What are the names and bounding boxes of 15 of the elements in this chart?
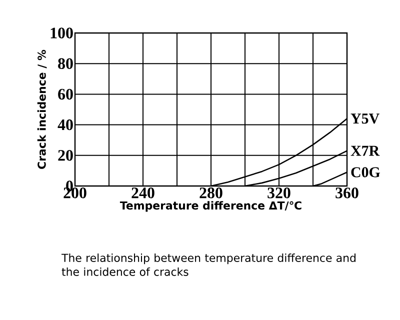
series-label: X7R: [350, 146, 380, 156]
x-tick-label: 240: [132, 188, 154, 198]
x-tick-label: 280: [200, 188, 222, 198]
x-tick-label: 360: [336, 188, 358, 198]
y-tick-label: 20: [58, 150, 73, 161]
y-axis-title: Crack incidence / %: [37, 50, 47, 169]
y-tick-label: 40: [58, 119, 73, 130]
text: The relationship between temperature difference and the incidence of cracks: [61, 254, 356, 276]
y-tick-label: 80: [58, 58, 73, 69]
series-label: Y5V: [350, 114, 380, 124]
y-tick-label: 100: [50, 28, 73, 38]
x-axis-title: Temperature difference ΔT/℃: [120, 201, 302, 212]
y-tick-label: 60: [58, 88, 73, 100]
x-tick-label: 320: [268, 188, 290, 198]
series-label: C0G: [351, 167, 380, 178]
